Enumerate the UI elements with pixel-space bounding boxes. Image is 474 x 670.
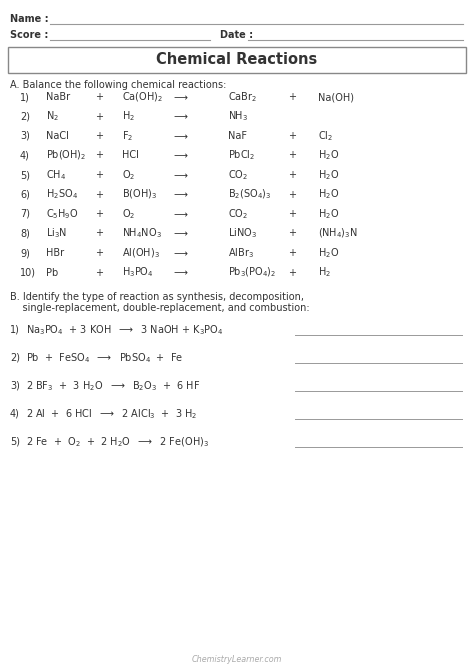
- Text: $\longrightarrow$: $\longrightarrow$: [172, 267, 190, 277]
- Text: N$_2$: N$_2$: [46, 110, 59, 123]
- Text: H$_2$: H$_2$: [122, 110, 135, 123]
- Text: H$_2$SO$_4$: H$_2$SO$_4$: [46, 188, 78, 202]
- Text: 2 Al  +  6 HCl  $\longrightarrow$  2 AlCl$_3$  +  3 H$_2$: 2 Al + 6 HCl $\longrightarrow$ 2 AlCl$_3…: [26, 407, 197, 421]
- Text: Chemical Reactions: Chemical Reactions: [156, 52, 318, 68]
- Text: CO$_2$: CO$_2$: [228, 207, 248, 221]
- Text: NH$_4$NO$_3$: NH$_4$NO$_3$: [122, 226, 162, 241]
- Text: +: +: [95, 209, 103, 219]
- Text: Li$_3$N: Li$_3$N: [46, 226, 67, 241]
- Text: +: +: [95, 170, 103, 180]
- Text: NaF: NaF: [228, 131, 247, 141]
- Text: H$_2$O: H$_2$O: [318, 149, 339, 162]
- Text: 8): 8): [20, 228, 30, 239]
- Text: $\longrightarrow$: $\longrightarrow$: [172, 209, 190, 219]
- Text: CaBr$_2$: CaBr$_2$: [228, 90, 257, 104]
- Text: $\longrightarrow$: $\longrightarrow$: [172, 92, 190, 102]
- Text: 2 Fe  +  O$_2$  +  2 H$_2$O  $\longrightarrow$  2 Fe(OH)$_3$: 2 Fe + O$_2$ + 2 H$_2$O $\longrightarrow…: [26, 436, 209, 449]
- Text: O$_2$: O$_2$: [122, 168, 135, 182]
- Text: CO$_2$: CO$_2$: [228, 168, 248, 182]
- Text: +: +: [95, 267, 103, 277]
- Text: H$_2$O: H$_2$O: [318, 168, 339, 182]
- Text: +: +: [95, 151, 103, 161]
- Text: F$_2$: F$_2$: [122, 129, 133, 143]
- Text: CH$_4$: CH$_4$: [46, 168, 66, 182]
- Text: B$_2$(SO$_4$)$_3$: B$_2$(SO$_4$)$_3$: [228, 188, 272, 201]
- Text: HCl: HCl: [122, 151, 139, 161]
- Text: +: +: [95, 131, 103, 141]
- Text: Ca(OH)$_2$: Ca(OH)$_2$: [122, 90, 163, 104]
- Text: H$_2$O: H$_2$O: [318, 207, 339, 221]
- Text: H$_2$: H$_2$: [318, 265, 331, 279]
- Text: PbCl$_2$: PbCl$_2$: [228, 149, 255, 162]
- Text: Pb$_3$(PO$_4$)$_2$: Pb$_3$(PO$_4$)$_2$: [228, 266, 276, 279]
- Text: +: +: [288, 209, 296, 219]
- Text: (NH$_4$)$_3$N: (NH$_4$)$_3$N: [318, 226, 358, 241]
- Text: Na(OH): Na(OH): [318, 92, 354, 102]
- FancyBboxPatch shape: [8, 47, 466, 73]
- Text: H$_3$PO$_4$: H$_3$PO$_4$: [122, 265, 154, 279]
- Text: 4): 4): [20, 151, 30, 161]
- Text: 4): 4): [10, 409, 20, 419]
- Text: Na$_3$PO$_4$  + 3 KOH  $\longrightarrow$  3 NaOH + K$_3$PO$_4$: Na$_3$PO$_4$ + 3 KOH $\longrightarrow$ 3…: [26, 323, 223, 337]
- Text: 9): 9): [20, 248, 30, 258]
- Text: +: +: [288, 267, 296, 277]
- Text: +: +: [95, 228, 103, 239]
- Text: B(OH)$_3$: B(OH)$_3$: [122, 188, 157, 201]
- Text: 1): 1): [10, 325, 20, 335]
- Text: $\longrightarrow$: $\longrightarrow$: [172, 111, 190, 121]
- Text: 5): 5): [20, 170, 30, 180]
- Text: 3): 3): [20, 131, 30, 141]
- Text: B. Identify the type of reaction as synthesis, decomposition,: B. Identify the type of reaction as synt…: [10, 292, 304, 302]
- Text: +: +: [288, 170, 296, 180]
- Text: +: +: [288, 248, 296, 258]
- Text: 10): 10): [20, 267, 36, 277]
- Text: Al(OH)$_3$: Al(OH)$_3$: [122, 246, 160, 260]
- Text: 2 BF$_3$  +  3 H$_2$O  $\longrightarrow$  B$_2$O$_3$  +  6 HF: 2 BF$_3$ + 3 H$_2$O $\longrightarrow$ B$…: [26, 379, 200, 393]
- Text: O$_2$: O$_2$: [122, 207, 135, 221]
- Text: 6): 6): [20, 190, 30, 200]
- Text: LiNO$_3$: LiNO$_3$: [228, 226, 257, 241]
- Text: 2): 2): [20, 111, 30, 121]
- Text: Pb(OH)$_2$: Pb(OH)$_2$: [46, 149, 86, 162]
- Text: NH$_3$: NH$_3$: [228, 110, 248, 123]
- Text: AlBr$_3$: AlBr$_3$: [228, 246, 254, 260]
- Text: ChemistryLearner.com: ChemistryLearner.com: [192, 655, 282, 665]
- Text: HBr: HBr: [46, 248, 64, 258]
- Text: H$_2$O: H$_2$O: [318, 246, 339, 260]
- Text: $\longrightarrow$: $\longrightarrow$: [172, 248, 190, 258]
- Text: 7): 7): [20, 209, 30, 219]
- Text: H$_2$O: H$_2$O: [318, 188, 339, 202]
- Text: +: +: [288, 131, 296, 141]
- Text: $\longrightarrow$: $\longrightarrow$: [172, 228, 190, 239]
- Text: A. Balance the following chemical reactions:: A. Balance the following chemical reacti…: [10, 80, 227, 90]
- Text: $\longrightarrow$: $\longrightarrow$: [172, 131, 190, 141]
- Text: +: +: [288, 190, 296, 200]
- Text: NaCl: NaCl: [46, 131, 69, 141]
- Text: Cl$_2$: Cl$_2$: [318, 129, 333, 143]
- Text: Name :: Name :: [10, 14, 49, 24]
- Text: +: +: [95, 111, 103, 121]
- Text: $\longrightarrow$: $\longrightarrow$: [172, 190, 190, 200]
- Text: Date :: Date :: [220, 30, 253, 40]
- Text: NaBr: NaBr: [46, 92, 70, 102]
- Text: Score :: Score :: [10, 30, 48, 40]
- Text: +: +: [288, 92, 296, 102]
- Text: +: +: [288, 228, 296, 239]
- Text: C$_5$H$_9$O: C$_5$H$_9$O: [46, 207, 79, 221]
- Text: Pb  +  FeSO$_4$  $\longrightarrow$  PbSO$_4$  +  Fe: Pb + FeSO$_4$ $\longrightarrow$ PbSO$_4$…: [26, 351, 183, 365]
- Text: 3): 3): [10, 381, 20, 391]
- Text: +: +: [95, 190, 103, 200]
- Text: single-replacement, double-replacement, and combustion:: single-replacement, double-replacement, …: [10, 303, 310, 313]
- Text: 5): 5): [10, 437, 20, 447]
- Text: +: +: [95, 248, 103, 258]
- Text: Pb: Pb: [46, 267, 58, 277]
- Text: $\longrightarrow$: $\longrightarrow$: [172, 170, 190, 180]
- Text: $\longrightarrow$: $\longrightarrow$: [172, 151, 190, 161]
- Text: 2): 2): [10, 353, 20, 363]
- Text: 1): 1): [20, 92, 30, 102]
- Text: +: +: [95, 92, 103, 102]
- Text: +: +: [288, 151, 296, 161]
